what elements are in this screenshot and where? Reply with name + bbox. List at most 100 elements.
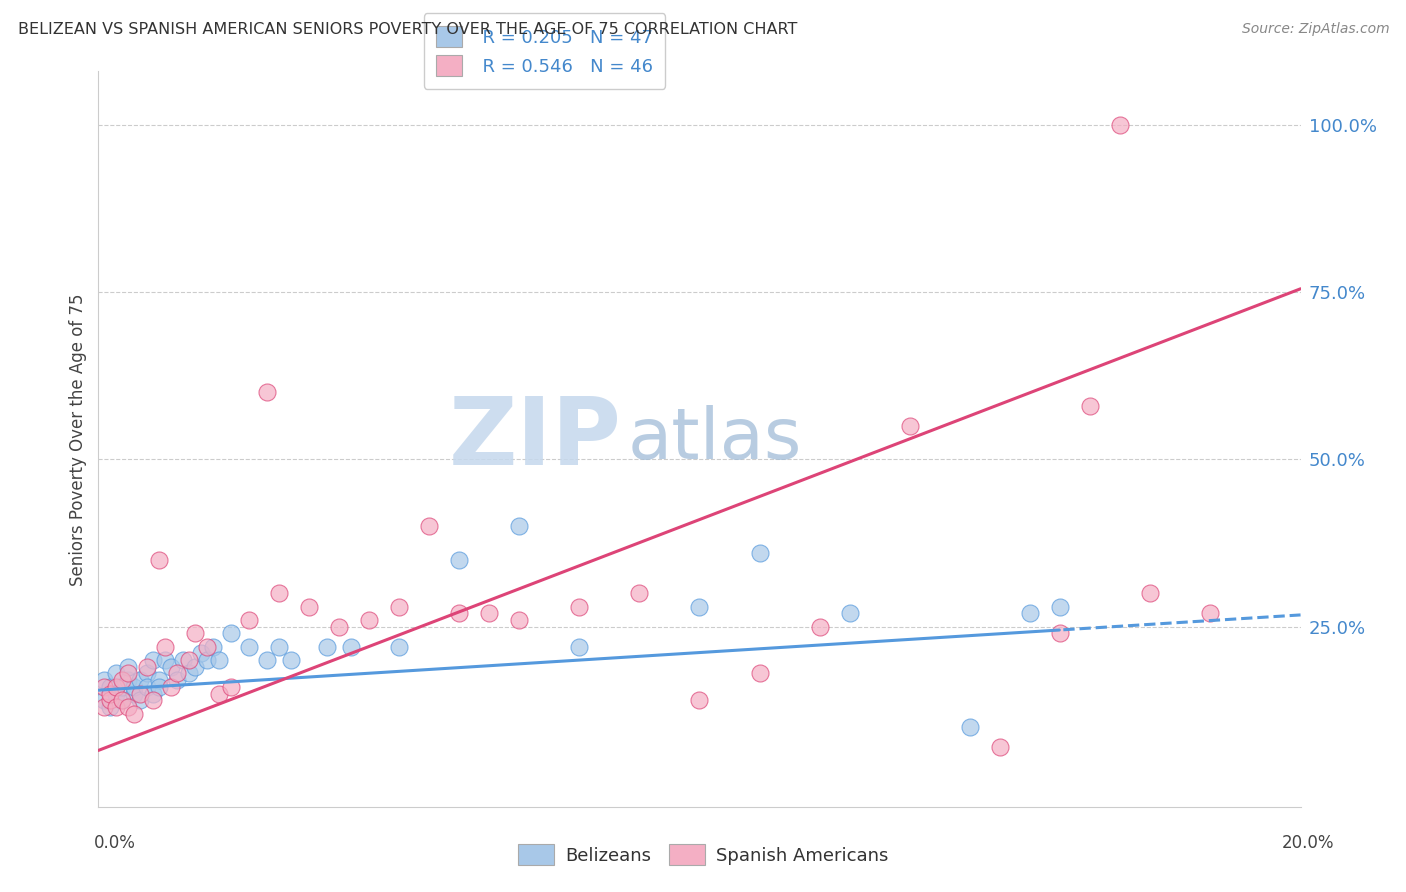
Point bbox=[1049, 626, 1071, 640]
Point bbox=[219, 680, 242, 694]
Point bbox=[508, 613, 530, 627]
Point bbox=[159, 680, 181, 694]
Legend:   R = 0.205   N = 47,   R = 0.546   N = 46: R = 0.205 N = 47, R = 0.546 N = 46 bbox=[423, 13, 665, 88]
Point bbox=[135, 660, 157, 674]
Point bbox=[195, 653, 218, 667]
Point bbox=[256, 653, 278, 667]
Point bbox=[208, 653, 231, 667]
Point bbox=[177, 653, 200, 667]
Point bbox=[267, 586, 290, 600]
Point bbox=[111, 693, 134, 707]
Point bbox=[688, 599, 710, 614]
Point bbox=[183, 660, 205, 674]
Point bbox=[141, 687, 163, 701]
Point bbox=[1199, 607, 1222, 621]
Point bbox=[328, 619, 350, 633]
Point bbox=[100, 687, 122, 701]
Point bbox=[748, 666, 770, 681]
Point bbox=[117, 666, 139, 681]
Text: 0.0%: 0.0% bbox=[94, 834, 136, 852]
Point bbox=[105, 687, 128, 701]
Point bbox=[93, 699, 115, 714]
Point bbox=[195, 640, 218, 654]
Point bbox=[959, 720, 981, 734]
Point bbox=[153, 653, 176, 667]
Text: ZIP: ZIP bbox=[449, 393, 621, 485]
Point bbox=[748, 546, 770, 560]
Point bbox=[111, 693, 134, 707]
Point bbox=[388, 640, 411, 654]
Point bbox=[141, 653, 163, 667]
Point bbox=[117, 673, 139, 688]
Point bbox=[219, 626, 242, 640]
Point bbox=[105, 699, 128, 714]
Point bbox=[159, 660, 181, 674]
Point bbox=[267, 640, 290, 654]
Point bbox=[1078, 399, 1101, 413]
Point bbox=[93, 680, 115, 694]
Point bbox=[93, 673, 115, 688]
Point bbox=[898, 418, 921, 433]
Point bbox=[988, 740, 1011, 755]
Point bbox=[105, 666, 128, 681]
Point bbox=[1049, 599, 1071, 614]
Point bbox=[238, 640, 260, 654]
Point bbox=[190, 646, 212, 660]
Point bbox=[238, 613, 260, 627]
Point bbox=[1109, 118, 1132, 132]
Point bbox=[688, 693, 710, 707]
Point bbox=[129, 687, 152, 701]
Point bbox=[166, 673, 188, 688]
Point bbox=[100, 699, 122, 714]
Point bbox=[111, 680, 134, 694]
Point bbox=[100, 693, 122, 707]
Point bbox=[388, 599, 411, 614]
Point bbox=[1019, 607, 1042, 621]
Point bbox=[117, 699, 139, 714]
Point bbox=[298, 599, 321, 614]
Point bbox=[357, 613, 380, 627]
Point bbox=[1139, 586, 1161, 600]
Point bbox=[177, 666, 200, 681]
Point bbox=[183, 626, 205, 640]
Point bbox=[315, 640, 337, 654]
Legend: Belizeans, Spanish Americans: Belizeans, Spanish Americans bbox=[510, 837, 896, 872]
Point bbox=[129, 693, 152, 707]
Point bbox=[124, 680, 146, 694]
Point bbox=[478, 607, 501, 621]
Point bbox=[838, 607, 860, 621]
Point bbox=[568, 640, 591, 654]
Point bbox=[135, 680, 157, 694]
Point bbox=[117, 660, 139, 674]
Point bbox=[129, 673, 152, 688]
Text: BELIZEAN VS SPANISH AMERICAN SENIORS POVERTY OVER THE AGE OF 75 CORRELATION CHAR: BELIZEAN VS SPANISH AMERICAN SENIORS POV… bbox=[18, 22, 797, 37]
Point bbox=[201, 640, 224, 654]
Text: Source: ZipAtlas.com: Source: ZipAtlas.com bbox=[1241, 22, 1389, 37]
Point bbox=[148, 673, 170, 688]
Point bbox=[280, 653, 302, 667]
Point bbox=[93, 693, 115, 707]
Text: atlas: atlas bbox=[627, 405, 801, 474]
Point bbox=[153, 640, 176, 654]
Point bbox=[568, 599, 591, 614]
Point bbox=[208, 687, 231, 701]
Point bbox=[256, 385, 278, 400]
Point bbox=[628, 586, 651, 600]
Point bbox=[105, 680, 128, 694]
Point bbox=[124, 687, 146, 701]
Point bbox=[111, 673, 134, 688]
Point bbox=[808, 619, 831, 633]
Point bbox=[340, 640, 363, 654]
Point bbox=[148, 552, 170, 567]
Point bbox=[148, 680, 170, 694]
Point bbox=[447, 552, 470, 567]
Point bbox=[100, 680, 122, 694]
Point bbox=[172, 653, 194, 667]
Point bbox=[166, 666, 188, 681]
Point bbox=[508, 519, 530, 533]
Point bbox=[135, 666, 157, 681]
Point bbox=[418, 519, 440, 533]
Point bbox=[124, 706, 146, 721]
Y-axis label: Seniors Poverty Over the Age of 75: Seniors Poverty Over the Age of 75 bbox=[69, 293, 87, 585]
Point bbox=[447, 607, 470, 621]
